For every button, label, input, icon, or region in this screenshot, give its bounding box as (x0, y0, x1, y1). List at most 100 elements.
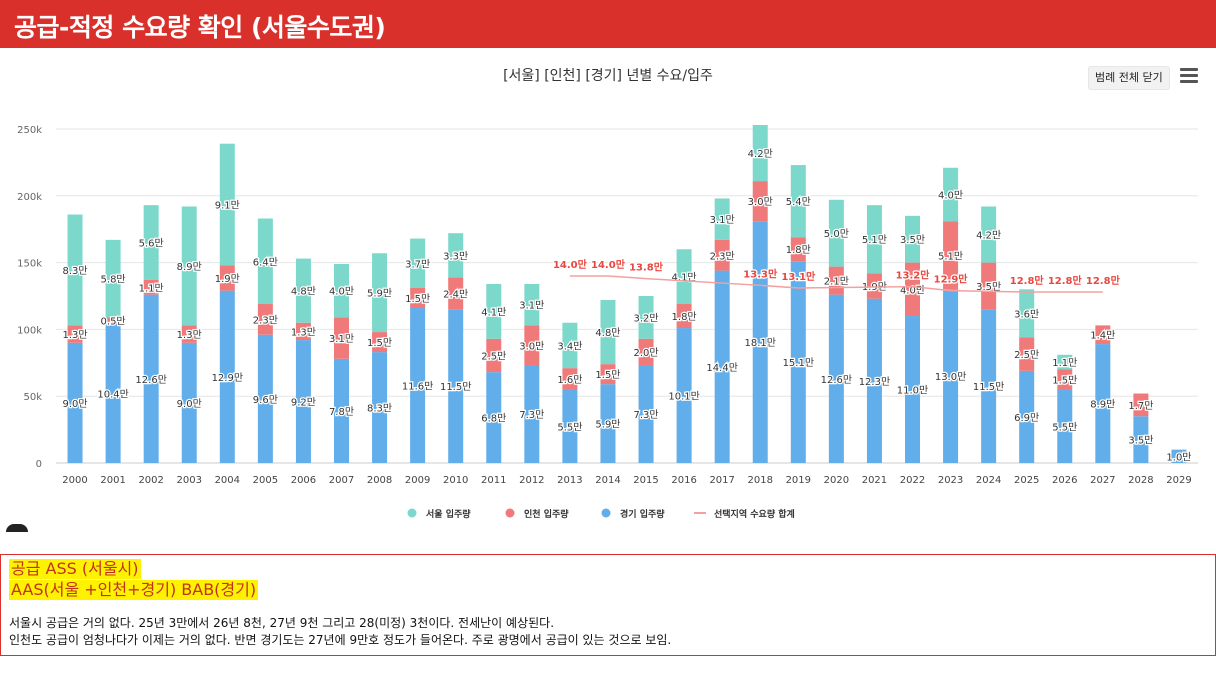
label-demand: 14.0만 (591, 258, 626, 271)
bar-incheon (257, 304, 273, 335)
label-seoul: 5.9만 (367, 288, 392, 300)
legend-toggle-button[interactable]: 범례 전체 닫기 (1088, 66, 1170, 90)
label-gyeonggi: 11.5만 (440, 381, 471, 393)
bar-incheon (486, 338, 502, 373)
label-gyeonggi: 5.9만 (595, 419, 620, 431)
label-incheon: 1.3만 (62, 329, 87, 341)
bar-seoul (905, 215, 920, 263)
label-gyeonggi: 8.9만 (1090, 399, 1115, 411)
bar-incheon (524, 325, 540, 366)
label-seoul: 4.8만 (595, 327, 620, 339)
label-seoul: 3.5만 (900, 234, 925, 246)
x-tick-label: 2028 (1128, 475, 1153, 486)
x-tick-label: 2023 (938, 475, 963, 486)
analysis-note: 공급 ASS (서울시) AAS(서울 +인천+경기) BAB(경기) 서울시 … (0, 554, 1216, 656)
label-gyeonggi: 18.1만 (744, 337, 775, 349)
legend-gyeonggi-label: 경기 입주량 (620, 508, 665, 520)
label-gyeonggi: 9.0만 (177, 398, 202, 410)
bar-gyeonggi (1095, 344, 1111, 463)
label-demand: 13.8만 (629, 261, 664, 274)
bar-gyeonggi (866, 298, 882, 463)
label-incheon: 1.5만 (405, 293, 430, 305)
label-incheon: 1.3만 (177, 329, 202, 341)
stacked-bar-chart: [서울] [인천] [경기] 년별 수요/입주 0 50k 100k 150k 200k 2… (17, 68, 1198, 520)
bar-gyeonggi (1019, 370, 1035, 463)
bar-incheon (981, 262, 997, 310)
bar-seoul (372, 253, 388, 333)
label-incheon: 1.5만 (595, 369, 620, 381)
bar-incheon (410, 287, 426, 309)
label-gyeonggi: 6.8만 (481, 413, 506, 425)
label-gyeonggi: 9.6만 (253, 394, 278, 406)
bar-incheon (638, 338, 654, 366)
bar-seoul (257, 218, 273, 305)
label-gyeonggi: 1.0만 (1166, 451, 1191, 463)
bar-incheon (67, 325, 83, 343)
bar-seoul (486, 283, 502, 339)
label-seoul: 6.4만 (253, 256, 278, 268)
label-seoul: 5.8만 (101, 274, 126, 286)
y-tick-label: 50k (23, 392, 42, 403)
bar-gyeonggi (105, 324, 121, 463)
x-tick-label: 2009 (405, 475, 430, 486)
hamburger-menu-icon[interactable] (1180, 68, 1198, 84)
bar-incheon (714, 239, 730, 271)
x-tick-label: 2025 (1014, 475, 1039, 486)
label-gyeonggi: 7.3만 (519, 409, 544, 421)
bar-seoul (410, 238, 426, 288)
bar-seoul (714, 198, 730, 240)
label-seoul: 4.2만 (976, 230, 1001, 242)
x-tick-label: 2005 (253, 475, 278, 486)
x-tick-label: 2011 (481, 475, 506, 486)
bar-gyeonggi (638, 365, 654, 463)
label-incheon: 2.0만 (633, 347, 658, 359)
label-demand: 14.0만 (553, 258, 588, 271)
bar-gyeonggi (943, 289, 959, 463)
bar-gyeonggi (295, 340, 311, 463)
label-gyeonggi: 5.5만 (1052, 421, 1077, 433)
label-gyeonggi: 3.5만 (1128, 435, 1153, 447)
label-incheon: 3.0만 (748, 196, 773, 208)
label-incheon: 1.8만 (786, 244, 811, 256)
bar-gyeonggi (524, 365, 540, 463)
x-tick-label: 2014 (595, 475, 620, 486)
note-heading-seoul: 공급 ASS (서울시) (9, 559, 141, 579)
label-seoul: 3.2만 (633, 312, 658, 324)
note-text-gyeonggi: 인천도 공급이 엄청나다가 이제는 거의 없다. 반면 경기도는 27년에 9만… (9, 633, 672, 647)
bar-gyeonggi (219, 290, 235, 463)
label-gyeonggi: 12.6만 (135, 374, 166, 386)
x-tick-label: 2020 (824, 475, 849, 486)
y-tick-label: 250k (17, 125, 42, 136)
label-seoul: 4.2만 (748, 148, 773, 160)
label-gyeonggi: 11.0만 (897, 385, 928, 397)
bar-gyeonggi (714, 270, 730, 463)
label-incheon: 1.5만 (367, 337, 392, 349)
x-tick-label: 2004 (215, 475, 240, 486)
bar-gyeonggi (334, 358, 349, 463)
note-heading-region: AAS(서울 +인천+경기) BAB(경기) (9, 580, 259, 600)
bar-incheon (676, 304, 692, 329)
bar-seoul (1019, 289, 1035, 338)
bar-incheon (600, 364, 616, 385)
x-tick-label: 2002 (138, 475, 163, 486)
x-tick-label: 2022 (900, 475, 925, 486)
bar-seoul (943, 167, 959, 222)
y-tick-label: 200k (17, 192, 42, 203)
bar-seoul (219, 143, 235, 266)
bar-incheon (448, 277, 464, 310)
label-incheon: 2.5만 (481, 350, 506, 362)
bar-incheon (562, 368, 578, 390)
bar-gyeonggi (181, 342, 197, 463)
bar-seoul (752, 124, 768, 182)
x-tick-label: 2026 (1052, 475, 1077, 486)
label-incheon: 1.7만 (1128, 400, 1153, 412)
label-seoul: 8.3만 (62, 265, 87, 277)
label-gyeonggi: 14.4만 (706, 362, 737, 374)
bar-incheon (1133, 393, 1149, 417)
legend-incheon-marker (505, 508, 515, 518)
label-incheon: 1.3만 (291, 326, 316, 338)
bar-seoul (1057, 354, 1073, 370)
legend-seoul-label: 서울 입주량 (426, 508, 471, 520)
label-gyeonggi: 12.3만 (859, 376, 890, 388)
title-banner: 공급-적정 수요량 확인 (서울수도권) (0, 0, 1216, 48)
